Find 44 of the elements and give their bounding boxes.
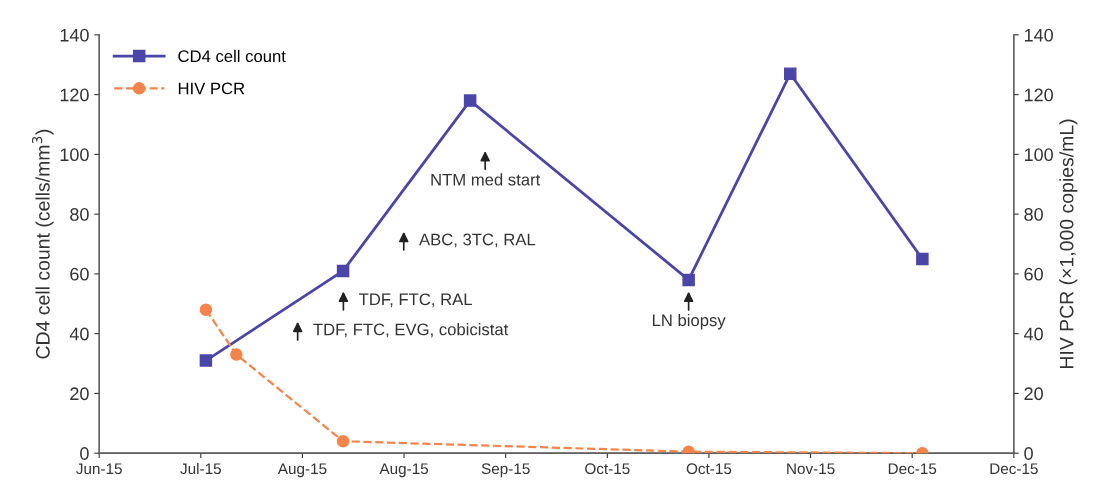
- y2-tick-label: 60: [1024, 267, 1043, 281]
- y-tick-label: 100: [60, 148, 89, 162]
- y2-tick-label: 120: [1024, 88, 1053, 102]
- y2-tick-label: 100: [1024, 148, 1053, 162]
- y-tick-label: 140: [60, 28, 89, 42]
- y-axis-title: CD4 cell count (cells/mm$^{3}$): [32, 129, 54, 359]
- x-tick-label: Dec-15: [888, 463, 937, 475]
- y-tick-label: 40: [69, 327, 89, 341]
- y2-axis-title: HIV PCR (×1,000 copies/mL): [1059, 119, 1078, 369]
- legend-label: CD4 cell count: [178, 49, 286, 63]
- y-tick-label: 60: [70, 267, 89, 281]
- x-tick-label: Sep-15: [481, 463, 530, 478]
- point: [916, 252, 929, 266]
- x-tick-label: Jul-15: [180, 462, 221, 475]
- point: [336, 264, 350, 278]
- annotation: TDF, FTC, RAL: [359, 293, 472, 308]
- y2-tick-label: 80: [1024, 208, 1043, 221]
- x-tick-label: Nov-15: [787, 463, 835, 475]
- x-tick-label: Oct-15: [686, 463, 732, 475]
- legend-label: HIV PCR: [178, 82, 245, 95]
- x-tick-label: Aug-15: [277, 463, 327, 478]
- point: [336, 434, 350, 448]
- annotation: ABC, 3TC, RAL: [419, 233, 536, 248]
- point: [199, 303, 213, 317]
- point: [463, 94, 477, 107]
- x-tick-label: Jun-15: [76, 463, 122, 475]
- point: [682, 273, 695, 287]
- annotation: TDF, FTC, EVG, cobicistat: [313, 323, 509, 338]
- point: [230, 348, 243, 361]
- y-tick-label: 80: [70, 208, 89, 221]
- point: [199, 354, 213, 367]
- y-tick-label: 120: [60, 88, 89, 102]
- x-tick-label: Oct-15: [585, 463, 630, 475]
- y2-tick-label: 40: [1023, 327, 1043, 341]
- y2-tick-label: 20: [1024, 387, 1043, 401]
- x-tick-label: Dec-15: [990, 463, 1038, 475]
- y-tick-label: 20: [70, 387, 89, 401]
- annotation: LN biopsy: [652, 313, 726, 330]
- y2-tick-label: 140: [1024, 28, 1053, 42]
- y-tick-label: 0: [80, 447, 89, 460]
- point: [784, 67, 797, 80]
- x-tick-label: Aug-15: [379, 463, 429, 478]
- annotation: NTM med start: [431, 173, 541, 186]
- y2-tick-label: 0: [1024, 447, 1033, 460]
